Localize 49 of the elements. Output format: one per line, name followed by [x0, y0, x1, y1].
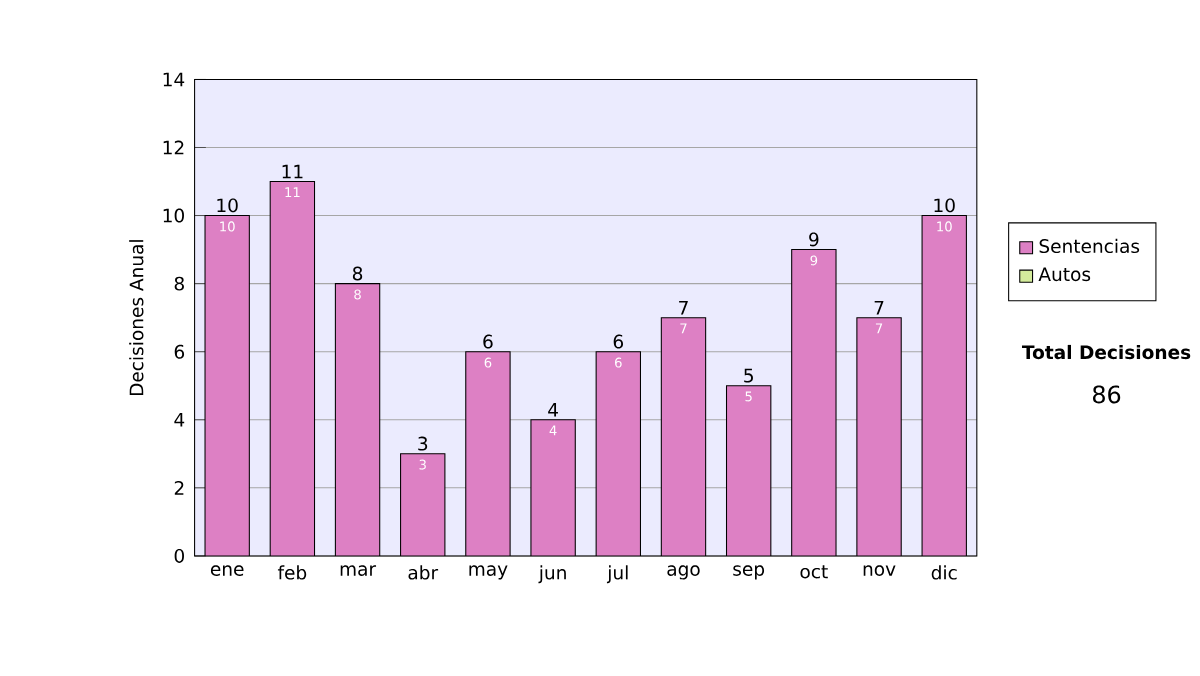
bar [921, 215, 967, 557]
x-tick-label: feb [277, 565, 307, 581]
y-tick-label: 10 [163, 209, 184, 224]
bar [205, 216, 250, 557]
legend-label: Sentencias [1039, 239, 1140, 254]
total-label: 6 [613, 334, 624, 349]
text: 86 [1093, 385, 1121, 404]
bar [465, 352, 511, 557]
bar [530, 420, 576, 557]
total-label: 7 [679, 301, 688, 315]
x-tick-label: mar [340, 565, 377, 577]
total-label: 7 [874, 301, 884, 315]
x-tick-label: sep [733, 565, 765, 580]
total-label: 11 [282, 165, 303, 179]
total-label: 4 [548, 403, 558, 418]
y-tick-label: 6 [174, 345, 185, 360]
bar [270, 181, 315, 557]
legend-label: Autos [1038, 267, 1091, 282]
x-tick-label: ene [210, 565, 244, 577]
bar [661, 318, 706, 557]
y-tick-label: 14 [163, 73, 185, 87]
bar [856, 318, 902, 557]
x-tick-label: jun [538, 565, 566, 584]
x-tick-label: jul [606, 565, 628, 584]
y-tick-label: 12 [163, 141, 184, 155]
text: Total Decisiones [1022, 345, 1191, 360]
x-tick-label: ago [667, 565, 700, 580]
x-tick-label: abr [408, 565, 439, 581]
total-label: 10 [934, 198, 955, 213]
bar [400, 454, 445, 557]
bar [596, 352, 641, 557]
bar [726, 386, 771, 557]
x-tick-label: dic [931, 565, 957, 581]
y-tick-label: 0 [174, 549, 184, 564]
total-label: 8 [352, 266, 363, 281]
x-tick-label: oct [800, 565, 828, 579]
total-label: 9 [809, 232, 819, 247]
y-tick-label: 2 [174, 481, 184, 496]
total-label: 6 [483, 334, 493, 349]
total-label: 3 [418, 437, 428, 452]
bar [335, 284, 380, 557]
total-label: 5 [744, 369, 753, 384]
bar [791, 250, 837, 557]
total-label: 10 [217, 198, 238, 213]
y-tick-label: 8 [174, 277, 184, 292]
x-tick-label: nov [863, 565, 896, 577]
y-tick-label: 4 [174, 413, 185, 427]
x-tick-label: may [469, 565, 508, 580]
y-axis-title: Decisiones Anual [129, 240, 144, 396]
